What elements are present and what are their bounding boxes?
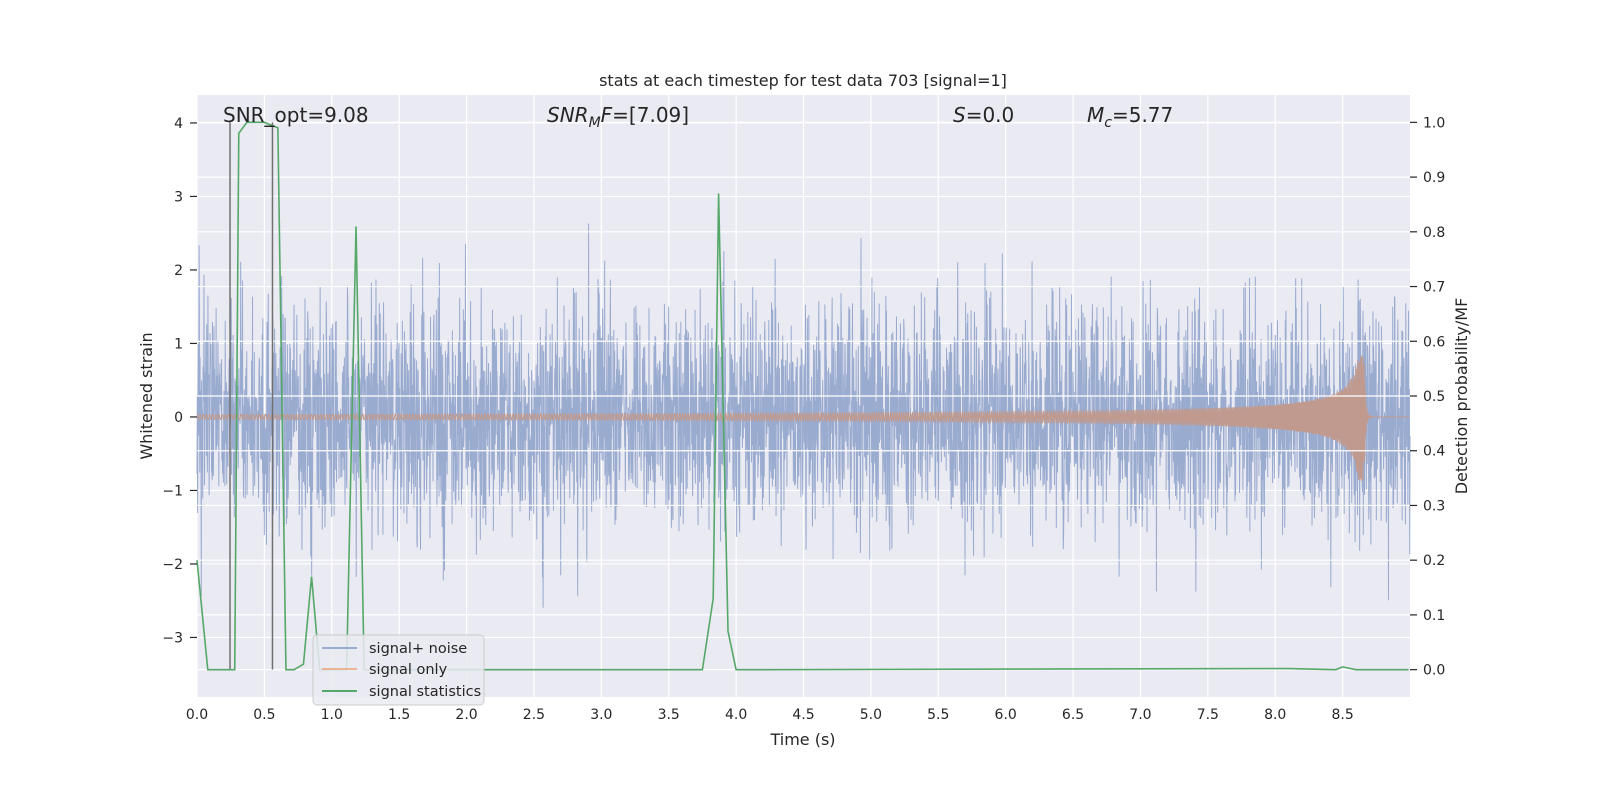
y-axis-right-label: Detection probability/MF — [1452, 298, 1471, 495]
x-tick-label: 0.0 — [186, 707, 208, 723]
y-tick-label: 4 — [174, 116, 183, 132]
y-tick-label: 1 — [174, 336, 183, 352]
annotation-s: S=0.0 — [953, 103, 1014, 127]
chart-title: stats at each timestep for test data 703… — [599, 71, 1007, 90]
y-right-tick-label: 0.2 — [1423, 553, 1445, 569]
y-tick-label: 2 — [174, 263, 183, 279]
y-right-tick-label: 0.5 — [1423, 389, 1445, 405]
legend-label-noise: signal+ noise — [369, 641, 467, 657]
annotation-snr-opt: SNR_opt=9.08 — [223, 103, 369, 127]
y-right-tick-label: 1.0 — [1423, 115, 1445, 131]
y-right-tick-label: 0.0 — [1423, 663, 1445, 679]
y-right-tick-label: 0.4 — [1423, 444, 1445, 460]
x-tick-label: 6.0 — [995, 707, 1017, 723]
legend: signal+ noise signal only signal statist… — [313, 635, 484, 705]
x-tick-label: 0.5 — [253, 707, 275, 723]
x-tick-label: 1.5 — [388, 707, 410, 723]
x-tick-label: 6.5 — [1062, 707, 1084, 723]
y-tick-label: −1 — [162, 483, 183, 499]
x-tick-label: 4.0 — [725, 707, 747, 723]
y-tick-label: 0 — [174, 410, 183, 426]
x-tick-label: 2.0 — [455, 707, 477, 723]
x-tick-label: 3.5 — [658, 707, 680, 723]
annotation-snr-mf: SNRMF=[7.09] — [547, 103, 689, 131]
s-value: =0.0 — [966, 103, 1015, 127]
mc-value: =5.77 — [1112, 103, 1173, 127]
x-axis-label: Time (s) — [769, 730, 835, 749]
x-tick-label: 3.0 — [590, 707, 612, 723]
x-tick-label: 4.5 — [792, 707, 814, 723]
x-tick-label: 8.5 — [1331, 707, 1353, 723]
mc-main: M — [1087, 103, 1104, 127]
legend-label-stats: signal statistics — [369, 684, 481, 700]
x-tick-label: 7.0 — [1129, 707, 1151, 723]
y-right-tick-label: 0.9 — [1423, 170, 1445, 186]
y-right-tick-label: 0.8 — [1423, 225, 1445, 241]
legend-label-signal: signal only — [369, 662, 448, 678]
y-right-tick-label: 0.1 — [1423, 608, 1445, 624]
snr-mf-value: =[7.09] — [612, 103, 689, 127]
y-tick-label: −2 — [162, 557, 183, 573]
y-right-tick-label: 0.7 — [1423, 280, 1445, 296]
y-tick-label: 3 — [174, 189, 183, 205]
x-tick-label: 2.5 — [523, 707, 545, 723]
snr-mf-main: SNR — [547, 103, 589, 127]
snr-mf-sub: M — [589, 115, 601, 131]
y-right-tick-label: 0.6 — [1423, 334, 1445, 350]
snr-mf-f: F — [601, 103, 613, 127]
x-tick-label: 8.0 — [1264, 707, 1286, 723]
y-tick-label: −3 — [162, 630, 183, 646]
annotation-mc: Mc=5.77 — [1087, 103, 1173, 131]
s-main: S — [953, 103, 966, 127]
y-axis-label: Whitened strain — [137, 332, 156, 459]
x-tick-label: 5.5 — [927, 707, 949, 723]
x-tick-label: 1.0 — [321, 707, 343, 723]
x-tick-label: 7.5 — [1197, 707, 1219, 723]
y-right-tick-label: 0.3 — [1423, 498, 1445, 514]
x-tick-label: 5.0 — [860, 707, 882, 723]
